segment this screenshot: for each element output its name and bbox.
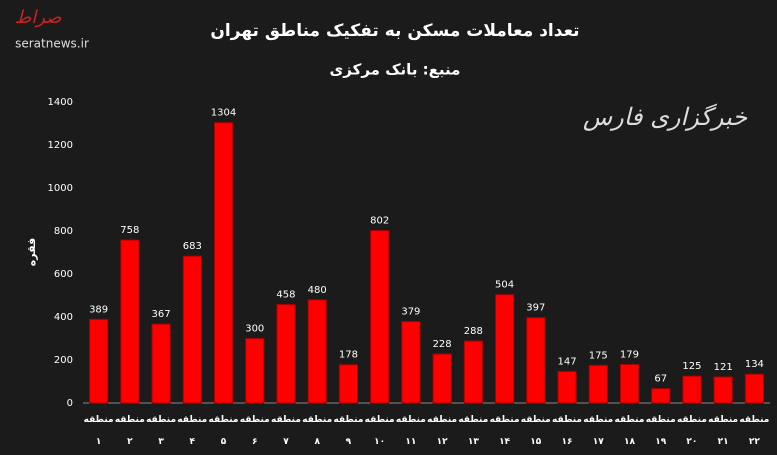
bar (463, 340, 483, 404)
bar (213, 122, 234, 404)
value-label: 178 (339, 350, 358, 361)
value-label: 758 (120, 225, 139, 236)
value-label: 367 (152, 309, 171, 320)
bar (151, 323, 171, 404)
bar (89, 318, 109, 404)
bar (588, 364, 608, 404)
logo-text: خبرگزاری فارس (583, 103, 747, 131)
bar (526, 317, 546, 404)
y-tick-label: 800 (54, 226, 73, 237)
value-label: 1304 (211, 108, 236, 119)
x-tick-label: منطقه ۲ (114, 415, 145, 447)
value-label: 288 (464, 326, 483, 337)
bar (495, 294, 515, 404)
x-tick-label: منطقه ۱۴ (489, 415, 520, 447)
bar (120, 239, 140, 404)
chart-title: تعداد معاملات مسکن به تفکیک مناطق تهران (210, 21, 579, 41)
value-label: 125 (682, 361, 701, 372)
y-tick-label: 200 (54, 355, 73, 366)
value-label: 504 (495, 280, 514, 291)
x-tick-label: منطقه ۱۰ (364, 415, 395, 447)
y-tick-label: 400 (54, 312, 73, 323)
bar (619, 364, 640, 404)
value-label: 121 (714, 362, 733, 373)
bar (432, 353, 452, 404)
value-label: 480 (308, 285, 327, 296)
x-tick-label: منطقه ۲۰ (676, 415, 707, 447)
x-tick-label: منطقه ۱۳ (458, 415, 489, 447)
x-tick-label: منطقه ۱۷ (583, 415, 614, 447)
value-label: 458 (276, 290, 295, 301)
logo-text: صراط (15, 7, 63, 28)
y-tick-label: 1200 (48, 140, 73, 151)
value-label: 175 (589, 350, 608, 361)
y-tick-label: 600 (54, 269, 73, 280)
bar (744, 373, 764, 404)
x-tick-label: منطقه ۱۵ (520, 415, 551, 447)
value-label: 683 (183, 241, 202, 252)
value-label: 389 (89, 304, 108, 315)
bar (651, 388, 671, 404)
value-label: 228 (433, 339, 452, 350)
y-tick-label: 1000 (48, 183, 73, 194)
value-label: 397 (526, 303, 545, 314)
x-tick-label: منطقه ۱۹ (645, 415, 676, 447)
x-tick-label: منطقه ۱ (83, 415, 114, 447)
value-label: 67 (654, 374, 667, 385)
value-label: 379 (401, 307, 420, 318)
value-label: 134 (745, 359, 764, 370)
x-tick-label: منطقه ۷ (270, 415, 301, 447)
x-tick-label: منطقه ۳ (146, 415, 177, 447)
bar (307, 299, 327, 404)
x-tick-label: منطقه ۹ (333, 415, 364, 447)
x-tick-label: منطقه ۴ (177, 415, 208, 447)
bar (713, 376, 733, 404)
value-label: 300 (245, 324, 264, 335)
bar (245, 338, 265, 404)
x-tick-label: منطقه ۲۲ (739, 415, 770, 447)
bar (182, 255, 202, 404)
y-tick-label: 1400 (48, 97, 73, 108)
bar (276, 304, 296, 404)
x-tick-label: منطقه ۶ (239, 415, 270, 447)
x-tick-label: منطقه ۸ (302, 415, 333, 447)
value-label: 179 (620, 350, 639, 361)
bar (557, 370, 577, 404)
x-tick-label: منطقه ۱۱ (395, 415, 426, 447)
bar (338, 364, 358, 404)
value-label: 147 (557, 356, 576, 367)
x-tick-label: منطقه ۱۶ (552, 415, 582, 447)
bar (682, 375, 702, 404)
bar (370, 230, 390, 404)
x-tick-label: منطقه ۵ (208, 415, 239, 447)
chart-subtitle: منبع: بانک مرکزی (330, 61, 461, 79)
logo-url: seratnews.ir (15, 37, 89, 51)
y-axis-label: فقره (25, 238, 38, 266)
x-tick-label: منطقه ۱۸ (614, 415, 645, 447)
x-tick-label: منطقه ۱۲ (427, 415, 458, 447)
bar (401, 321, 421, 404)
y-tick-label: 0 (67, 398, 73, 409)
value-label: 802 (370, 216, 389, 227)
x-tick-label: منطقه ۲۱ (708, 415, 739, 447)
